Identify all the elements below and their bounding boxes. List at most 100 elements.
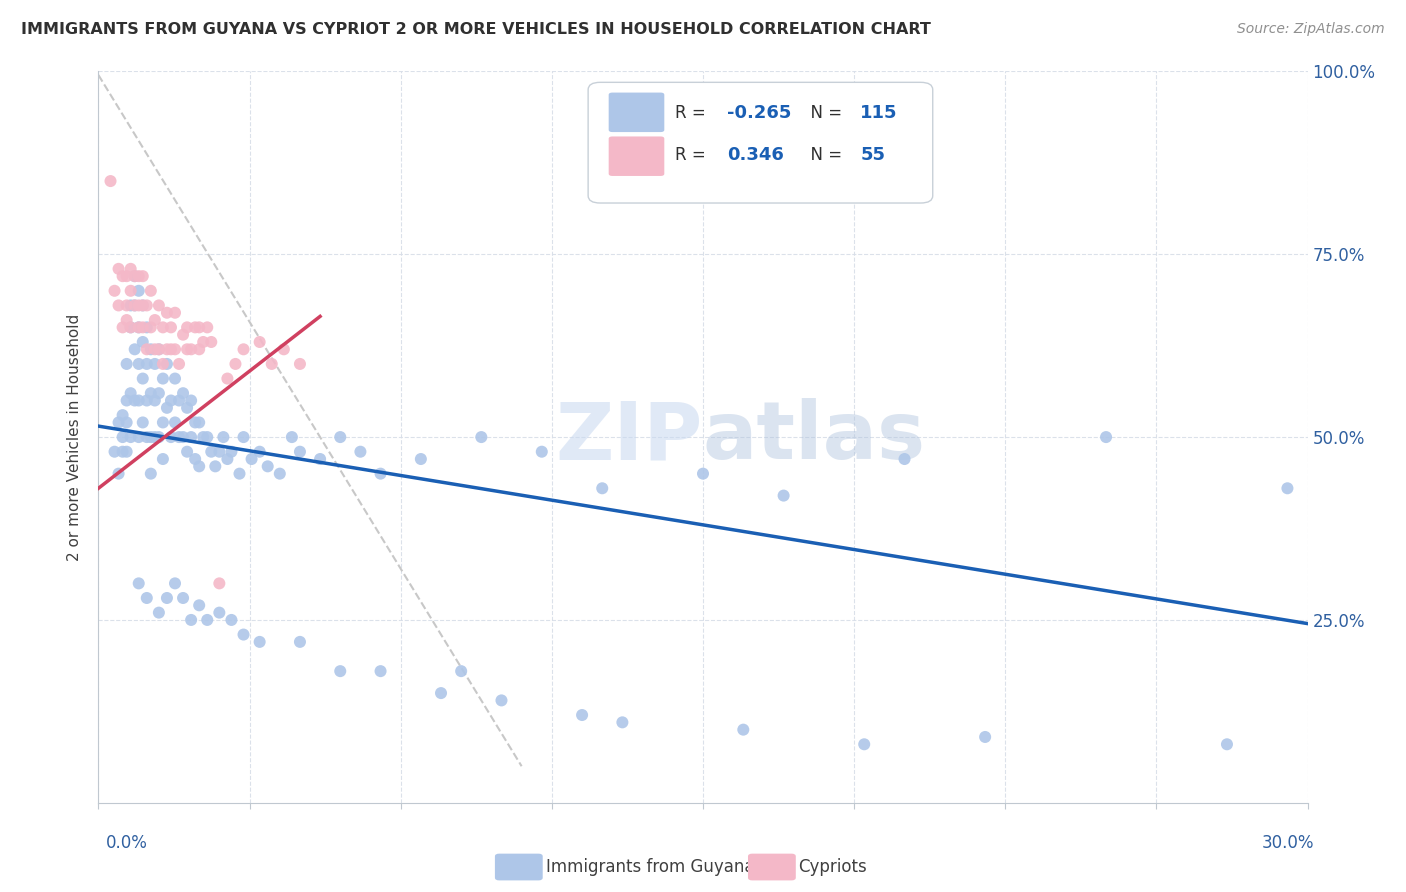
Point (115, 298, 138, 312)
Point (124, 269, 146, 284)
Point (1095, 430, 1118, 444)
Point (156, 357, 179, 371)
Point (195, 320, 218, 334)
Point (370, 467, 392, 481)
Point (128, 320, 150, 334)
Point (288, 635, 311, 649)
Text: N =: N = (800, 104, 846, 122)
Point (152, 320, 174, 334)
Point (269, 467, 291, 481)
Point (139, 320, 162, 334)
Point (115, 313, 138, 327)
Point (128, 357, 150, 371)
Point (139, 430, 162, 444)
Point (163, 343, 186, 357)
Point (221, 444, 243, 458)
Point (772, 489, 794, 503)
Point (115, 357, 138, 371)
Point (152, 416, 174, 430)
Point (188, 320, 211, 334)
Point (115, 416, 138, 430)
Point (143, 357, 166, 371)
Text: Source: ZipAtlas.com: Source: ZipAtlas.com (1237, 22, 1385, 37)
Point (167, 430, 190, 444)
Point (111, 408, 134, 422)
Point (591, 481, 613, 495)
Point (135, 298, 157, 312)
Text: ZIP: ZIP (555, 398, 703, 476)
Text: R =: R = (675, 146, 711, 164)
Point (120, 298, 142, 312)
Point (208, 444, 231, 458)
Point (733, 723, 755, 737)
Point (120, 320, 142, 334)
Point (132, 320, 155, 334)
Point (160, 343, 183, 357)
Point (120, 320, 142, 334)
Point (107, 416, 129, 430)
Point (124, 269, 146, 284)
Point (184, 416, 207, 430)
Point (163, 576, 186, 591)
Point (200, 334, 222, 349)
Point (120, 284, 142, 298)
Point (124, 343, 146, 357)
Point (188, 416, 211, 430)
Point (240, 452, 263, 467)
Point (124, 298, 146, 312)
Point (180, 430, 202, 444)
Point (163, 416, 186, 430)
Point (208, 576, 231, 591)
Point (974, 730, 997, 744)
Point (1277, 481, 1299, 495)
Point (135, 430, 157, 444)
Point (256, 459, 278, 474)
Point (139, 284, 162, 298)
Point (135, 393, 157, 408)
Point (124, 393, 146, 408)
Point (152, 371, 174, 385)
Point (249, 635, 271, 649)
Point (132, 298, 155, 312)
Y-axis label: 2 or more Vehicles in Household: 2 or more Vehicles in Household (67, 313, 83, 561)
Point (139, 386, 162, 401)
Point (281, 430, 304, 444)
Point (120, 386, 142, 401)
Point (135, 320, 157, 334)
Point (103, 444, 125, 458)
Point (111, 430, 134, 444)
Point (148, 343, 170, 357)
Point (128, 393, 150, 408)
Text: IMMIGRANTS FROM GUYANA VS CYPRIOT 2 OR MORE VEHICLES IN HOUSEHOLD CORRELATION CH: IMMIGRANTS FROM GUYANA VS CYPRIOT 2 OR M… (21, 22, 931, 37)
Point (193, 430, 215, 444)
Point (139, 343, 162, 357)
Point (167, 357, 190, 371)
Point (111, 444, 134, 458)
Point (221, 613, 243, 627)
Point (288, 357, 311, 371)
Point (152, 452, 174, 467)
Point (249, 334, 271, 349)
Point (193, 334, 215, 349)
Point (349, 444, 371, 458)
Point (172, 386, 194, 401)
Text: 0.0%: 0.0% (105, 834, 148, 852)
Point (470, 430, 492, 444)
Point (491, 693, 513, 707)
Point (128, 284, 150, 298)
Point (176, 320, 198, 334)
Point (188, 599, 211, 613)
Text: 30.0%: 30.0% (1263, 834, 1315, 852)
Point (188, 459, 211, 474)
Point (135, 591, 157, 605)
Text: 115: 115 (860, 104, 897, 122)
Point (143, 343, 166, 357)
Point (208, 606, 231, 620)
Point (143, 313, 166, 327)
Point (329, 430, 352, 444)
Point (128, 269, 150, 284)
Text: -0.265: -0.265 (727, 104, 792, 122)
Point (148, 606, 170, 620)
Point (160, 393, 183, 408)
Text: Cypriots: Cypriots (799, 858, 868, 876)
